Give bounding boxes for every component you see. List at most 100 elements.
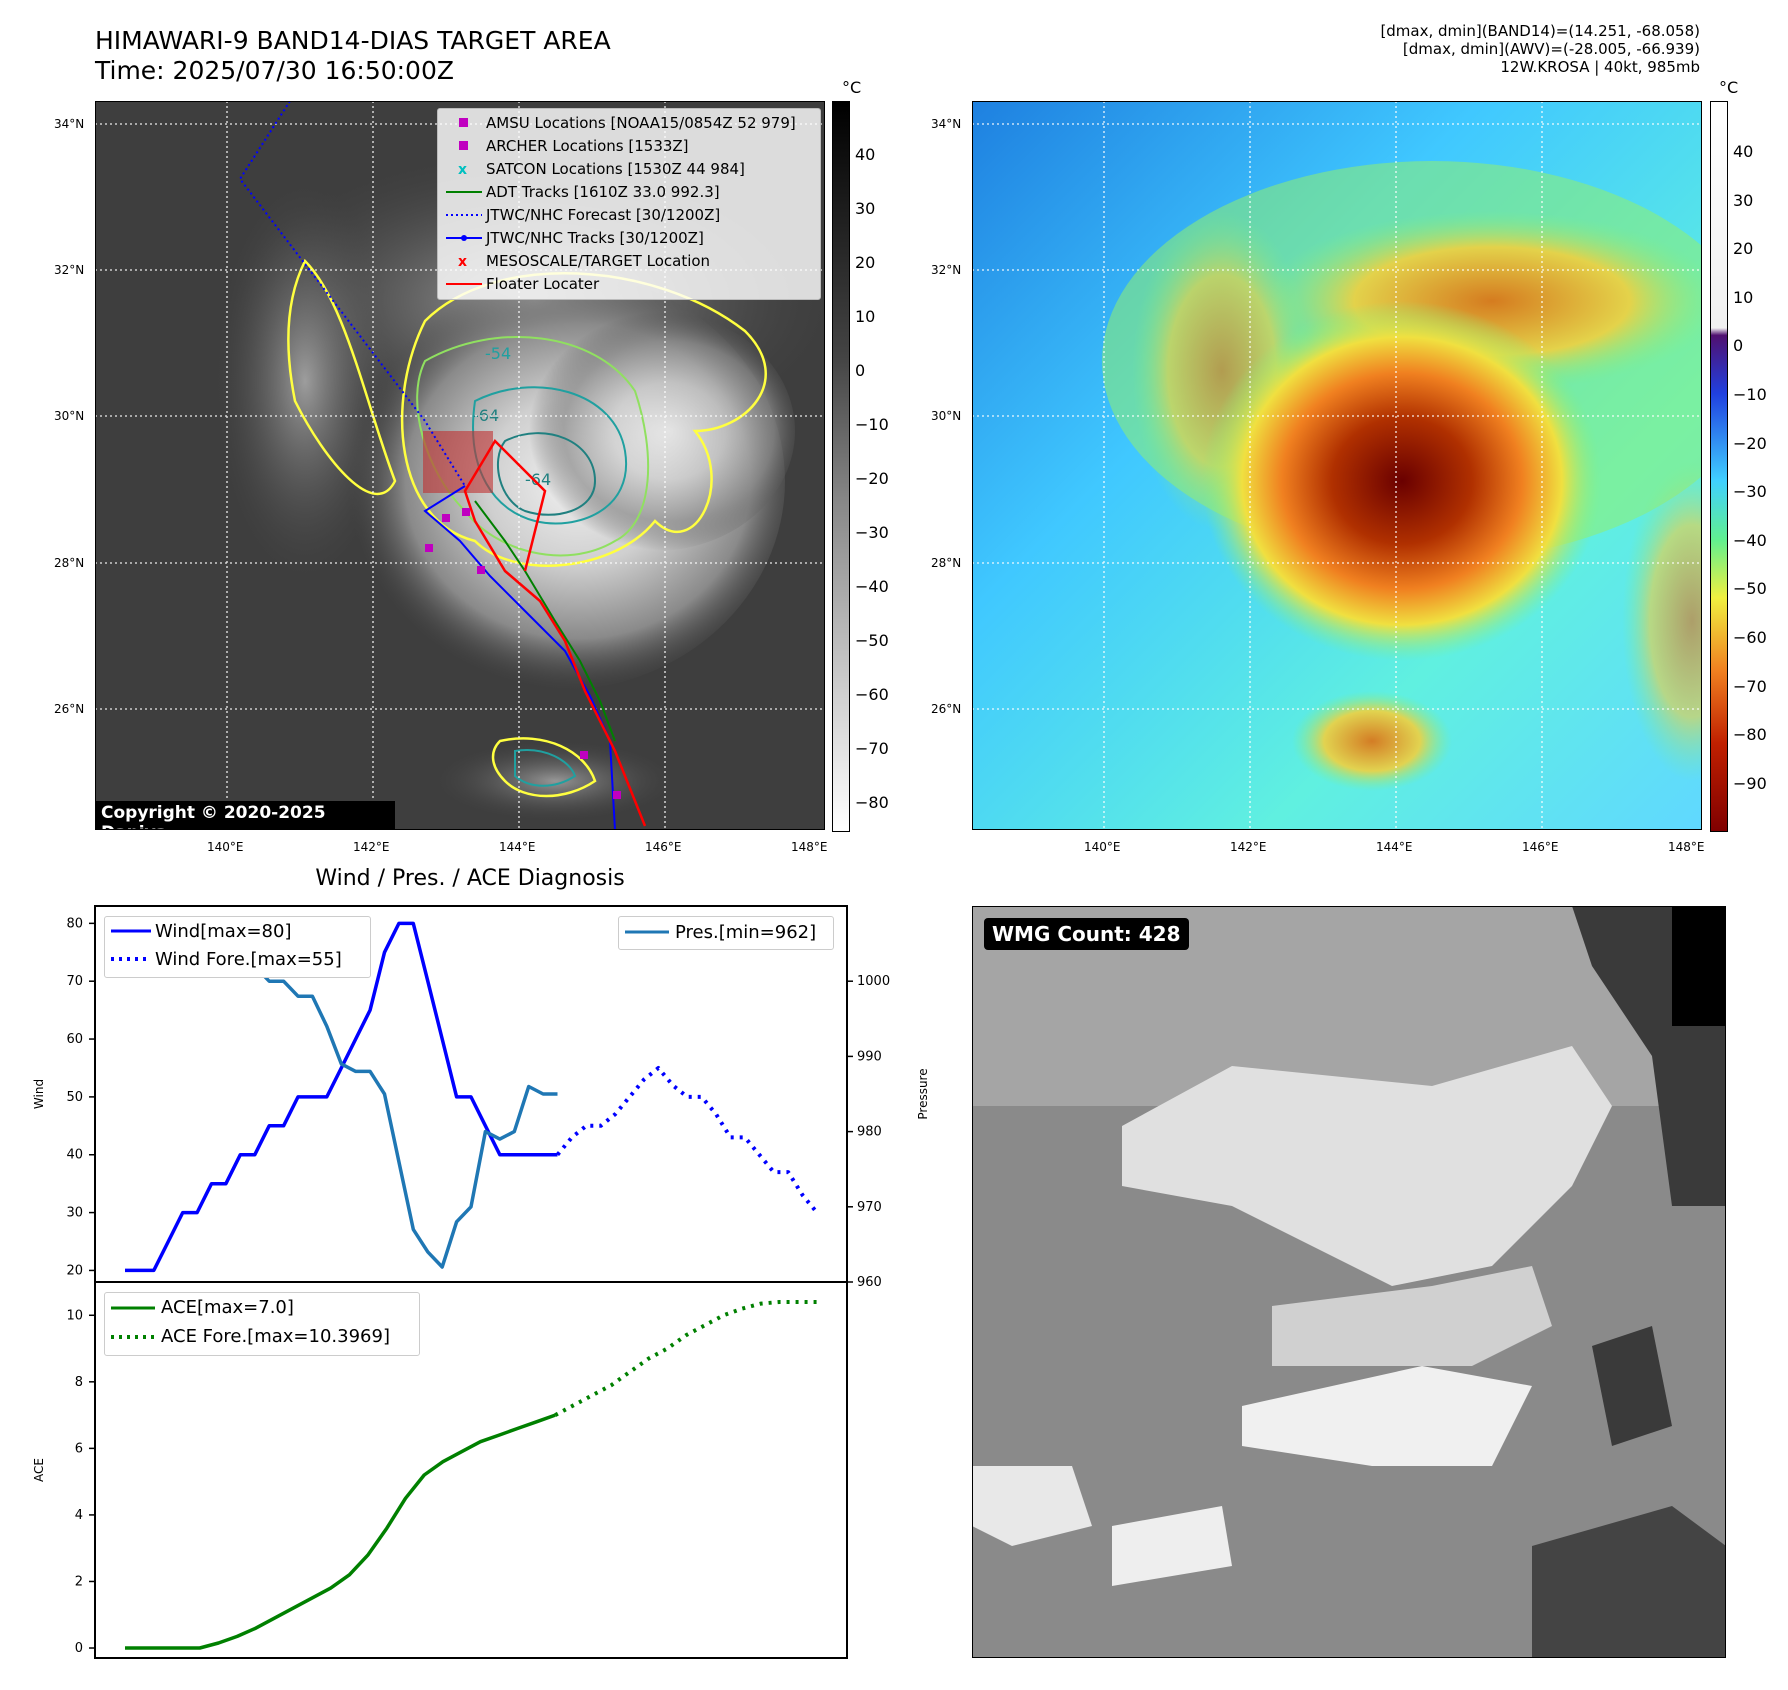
color-colorbar-unit: °C [1719, 78, 1739, 97]
awv-lon-tick-148: 148°E [1668, 840, 1705, 854]
map-legend: AMSU Locations [NOAA15/0854Z 52 979] ARCH… [437, 108, 821, 300]
gray-colorbar-tick-3: 10 [855, 307, 876, 326]
awv-lon-tick-142: 142°E [1230, 840, 1267, 854]
adt-track [474, 500, 616, 742]
color-colorbar-tick-6: −20 [1733, 433, 1767, 453]
lon-tick-148: 148°E [791, 840, 828, 854]
diagnosis-chart: Wind / Pres. / ACE Diagnosis 20304050607… [32, 866, 930, 1659]
color-colorbar-tick-1: 30 [1733, 190, 1754, 210]
gray-colorbar-tick-5: −10 [855, 415, 889, 434]
plot-frame [94, 1281, 848, 1659]
info-line1: [dmax, dmin](BAND14)=(14.251, -68.058) [1380, 22, 1700, 40]
map-legend-item: ADT Tracks [1610Z 33.0 992.3] [442, 180, 816, 203]
gray-colorbar [832, 101, 850, 832]
y-tick-label: 6 [75, 1441, 83, 1456]
map-legend-label: ADT Tracks [1610Z 33.0 992.3] [486, 182, 720, 201]
info-line2: [dmax, dmin](AWV)=(-28.005, -66.939) [1402, 40, 1700, 58]
lon-tick-142: 142°E [353, 840, 390, 854]
ace-fore-legend-label: ACE Fore.[max=10.3969] [161, 1326, 390, 1347]
y-right-tick-label: 980 [857, 1125, 882, 1140]
legend-symbol-icon [442, 278, 486, 290]
color-colorbar-tick-13: −90 [1733, 773, 1767, 793]
svg-text:x: x [458, 163, 467, 175]
awv-lon-tick-140: 140°E [1084, 840, 1121, 854]
lat-tick-28: 28°N [54, 556, 85, 570]
gray-colorbar-tick-0: 40 [855, 145, 876, 164]
legend-symbol-icon [442, 209, 486, 221]
series-line [125, 1413, 556, 1650]
lon-tick-144: 144°E [499, 840, 536, 854]
color-colorbar-tick-8: −40 [1733, 530, 1767, 550]
wind-panel: 20 30 40 50 60 70 80 960 970 980 990 1000 Wind Pressu… [32, 905, 930, 1290]
map-legend-item: JTWC/NHC Tracks [30/1200Z] [442, 226, 816, 249]
y-tick-label: 4 [75, 1508, 83, 1523]
awv-lon-tick-146: 146°E [1522, 840, 1559, 854]
wind-legend: Wind[max=80] Wind Fore.[max=55] [104, 916, 371, 978]
info-block: [dmax, dmin](BAND14)=(14.251, -68.058) [… [1100, 22, 1700, 76]
gray-colorbar-tick-11: −70 [855, 739, 889, 758]
pressure-legend-label: Pres.[min=962] [675, 921, 817, 943]
awv-lon-tick-144: 144°E [1376, 840, 1413, 854]
gray-colorbar-tick-7: −30 [855, 523, 889, 542]
lat-tick-30: 30°N [54, 409, 85, 423]
legend-symbol-icon: x [442, 163, 486, 175]
gray-colorbar-tick-9: −50 [855, 631, 889, 650]
map-legend-label: Floater Locater [486, 274, 600, 293]
chart-title-line2: Time: 2025/07/30 16:50:00Z [95, 56, 454, 85]
awv-lat-tick-30: 30°N [931, 409, 962, 423]
map-legend-label: MESOSCALE/TARGET Location [486, 251, 711, 270]
gray-colorbar-tick-8: −40 [855, 577, 889, 596]
gray-colorbar-tick-1: 30 [855, 199, 876, 218]
chart-title-line1: HIMAWARI-9 BAND14-DIAS TARGET AREA [95, 26, 611, 55]
awv-lat-tick-34: 34°N [931, 117, 962, 131]
awv-map [972, 101, 1702, 830]
map-legend-label: JTWC/NHC Forecast [30/1200Z] [486, 205, 721, 224]
map-legend-item: AMSU Locations [NOAA15/0854Z 52 979] [442, 111, 816, 134]
y-axis-label: ACE [32, 1458, 46, 1482]
legend-symbol-icon [442, 117, 486, 129]
contour-label-1: -54 [485, 344, 511, 363]
gray-colorbar-tick-2: 20 [855, 253, 876, 272]
info-line3: 12W.KROSA | 40kt, 985mb [1500, 58, 1700, 76]
map-legend-label: JTWC/NHC Tracks [30/1200Z] [486, 228, 704, 247]
forecast-track [238, 101, 466, 487]
color-colorbar-tick-7: −30 [1733, 482, 1767, 502]
ace-legend: ACE[max=7.0] ACE Fore.[max=10.3969] [104, 1292, 420, 1356]
color-colorbar-tick-2: 20 [1733, 239, 1754, 259]
y-tick-label: 2 [75, 1574, 83, 1589]
color-colorbar-tick-0: 40 [1733, 142, 1754, 161]
pressure-legend: Pres.[min=962] [618, 916, 834, 950]
ace-legend-label: ACE[max=7.0] [161, 1297, 294, 1318]
color-colorbar-tick-11: −70 [1733, 676, 1767, 696]
gray-colorbar-tick-10: −60 [855, 685, 889, 704]
color-colorbar-tick-10: −60 [1733, 628, 1767, 647]
y-tick-label: 50 [66, 1090, 83, 1105]
map-legend-item: x MESOSCALE/TARGET Location [442, 249, 816, 272]
legend-symbol-icon [442, 186, 486, 198]
y-right-tick-label: 970 [857, 1200, 882, 1215]
map-legend-label: ARCHER Locations [1533Z] [486, 136, 689, 155]
gray-colorbar-tick-6: −20 [855, 469, 889, 488]
color-colorbar-tick-4: 0 [1733, 336, 1744, 356]
y-tick-label: 40 [66, 1148, 83, 1163]
wind-legend-label: Wind[max=80] [155, 920, 292, 942]
copyright-label: Copyright © 2020-2025 Dapiya [95, 801, 395, 830]
y-right-axis-label: Pressure [916, 1068, 930, 1119]
legend-symbol-icon: x [442, 255, 486, 267]
color-colorbar-tick-9: −50 [1733, 579, 1767, 599]
lon-tick-140: 140°E [207, 840, 244, 854]
awv-lat-tick-26: 26°N [931, 702, 962, 716]
awv-lat-tick-32: 32°N [931, 263, 962, 277]
gray-colorbar-tick-4: 0 [855, 361, 866, 380]
color-colorbar-tick-5: −10 [1733, 385, 1767, 404]
series-line [554, 1300, 817, 1417]
floater-track [463, 438, 647, 827]
diagnosis-title: Wind / Pres. / ACE Diagnosis [315, 866, 624, 891]
map-legend-item: Floater Locater [442, 272, 816, 295]
y-right-tick-label: 990 [857, 1049, 882, 1064]
lat-tick-26: 26°N [54, 702, 85, 716]
y-tick-label: 20 [66, 1263, 83, 1278]
series-line [555, 1066, 819, 1214]
color-colorbar-tick-12: −80 [1733, 725, 1767, 745]
y-axis-label: Wind [32, 1079, 46, 1109]
